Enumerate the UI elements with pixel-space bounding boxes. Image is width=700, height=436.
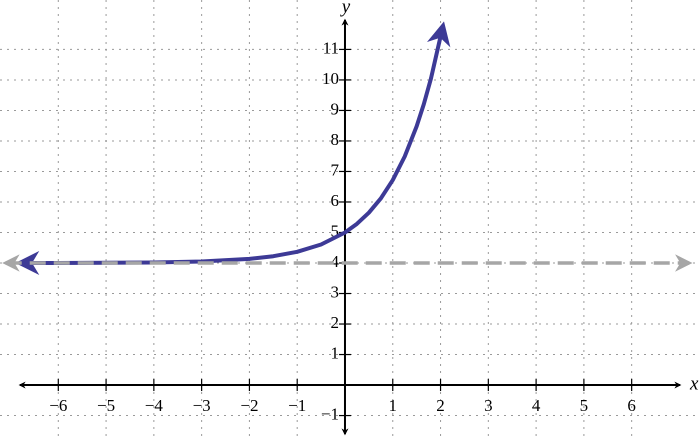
curve xyxy=(15,21,451,275)
x-tick-label: −4 xyxy=(145,396,164,415)
plot xyxy=(2,21,693,275)
x-tick-label: −2 xyxy=(240,396,258,415)
y-tick-label: 7 xyxy=(330,160,339,179)
x-tick-label: 2 xyxy=(436,396,445,415)
x-tick-label: −6 xyxy=(49,396,67,415)
y-tick-label: 3 xyxy=(330,282,339,301)
x-tick-label: 1 xyxy=(389,396,398,415)
x-tick-label: 4 xyxy=(532,396,541,415)
y-tick-label: 6 xyxy=(330,191,339,210)
y-tick-label: 10 xyxy=(322,69,339,88)
y-tick-label: 8 xyxy=(330,130,339,149)
x-tick-label: 6 xyxy=(627,396,636,415)
y-tick-label: 1 xyxy=(330,343,339,362)
y-axis-label: y xyxy=(340,0,351,17)
x-axis-label: x xyxy=(689,373,699,394)
y-tick-label: 9 xyxy=(330,99,339,118)
y-tick-label: 11 xyxy=(323,38,339,57)
x-tick-label: 3 xyxy=(484,396,493,415)
x-tick-label: −3 xyxy=(193,396,211,415)
x-tick-label: −5 xyxy=(97,396,115,415)
y-tick-label: −1 xyxy=(321,404,339,423)
x-tick-label: −1 xyxy=(288,396,306,415)
y-tick-label: 2 xyxy=(330,313,339,332)
x-tick-label: 5 xyxy=(580,396,589,415)
